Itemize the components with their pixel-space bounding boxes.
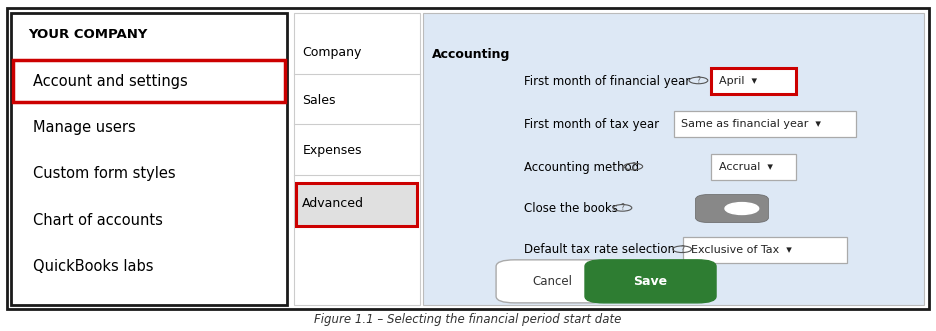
FancyBboxPatch shape <box>423 13 924 305</box>
Text: Company: Company <box>302 46 361 60</box>
Text: Account and settings: Account and settings <box>33 73 187 89</box>
Text: Expenses: Expenses <box>302 144 362 157</box>
Text: Accounting: Accounting <box>432 48 511 61</box>
Text: ?: ? <box>631 162 636 171</box>
Text: Sales: Sales <box>302 94 336 108</box>
Text: Accounting method: Accounting method <box>524 161 639 174</box>
FancyBboxPatch shape <box>296 183 417 226</box>
FancyBboxPatch shape <box>11 13 287 305</box>
FancyBboxPatch shape <box>7 8 929 309</box>
Text: First month of tax year: First month of tax year <box>524 118 659 131</box>
Text: Custom form styles: Custom form styles <box>33 166 175 181</box>
Text: Exclusive of Tax  ▾: Exclusive of Tax ▾ <box>691 245 792 255</box>
FancyBboxPatch shape <box>711 154 796 180</box>
FancyBboxPatch shape <box>695 195 768 223</box>
FancyBboxPatch shape <box>496 260 608 303</box>
Text: Same as financial year  ▾: Same as financial year ▾ <box>681 119 822 129</box>
FancyBboxPatch shape <box>683 237 847 263</box>
Text: ?: ? <box>621 203 624 213</box>
Text: YOUR COMPANY: YOUR COMPANY <box>28 28 148 41</box>
Circle shape <box>725 203 759 214</box>
FancyBboxPatch shape <box>674 111 856 137</box>
FancyBboxPatch shape <box>585 260 716 303</box>
Text: QuickBooks labs: QuickBooks labs <box>33 259 154 274</box>
FancyBboxPatch shape <box>711 68 796 94</box>
FancyBboxPatch shape <box>294 13 420 305</box>
Text: Advanced: Advanced <box>302 197 364 210</box>
Text: Cancel: Cancel <box>533 275 572 288</box>
Text: Default tax rate selection: Default tax rate selection <box>524 243 675 257</box>
Text: Accrual  ▾: Accrual ▾ <box>719 162 773 172</box>
Text: First month of financial year: First month of financial year <box>524 74 691 88</box>
Text: ?: ? <box>696 76 700 85</box>
Text: ?: ? <box>680 245 684 254</box>
Text: Save: Save <box>634 275 667 288</box>
Text: Chart of accounts: Chart of accounts <box>33 213 163 228</box>
Text: Close the books: Close the books <box>524 202 618 215</box>
FancyBboxPatch shape <box>13 60 285 102</box>
Text: Manage users: Manage users <box>33 120 136 135</box>
Text: Figure 1.1 – Selecting the financial period start date: Figure 1.1 – Selecting the financial per… <box>314 313 622 326</box>
Text: April  ▾: April ▾ <box>719 76 757 86</box>
